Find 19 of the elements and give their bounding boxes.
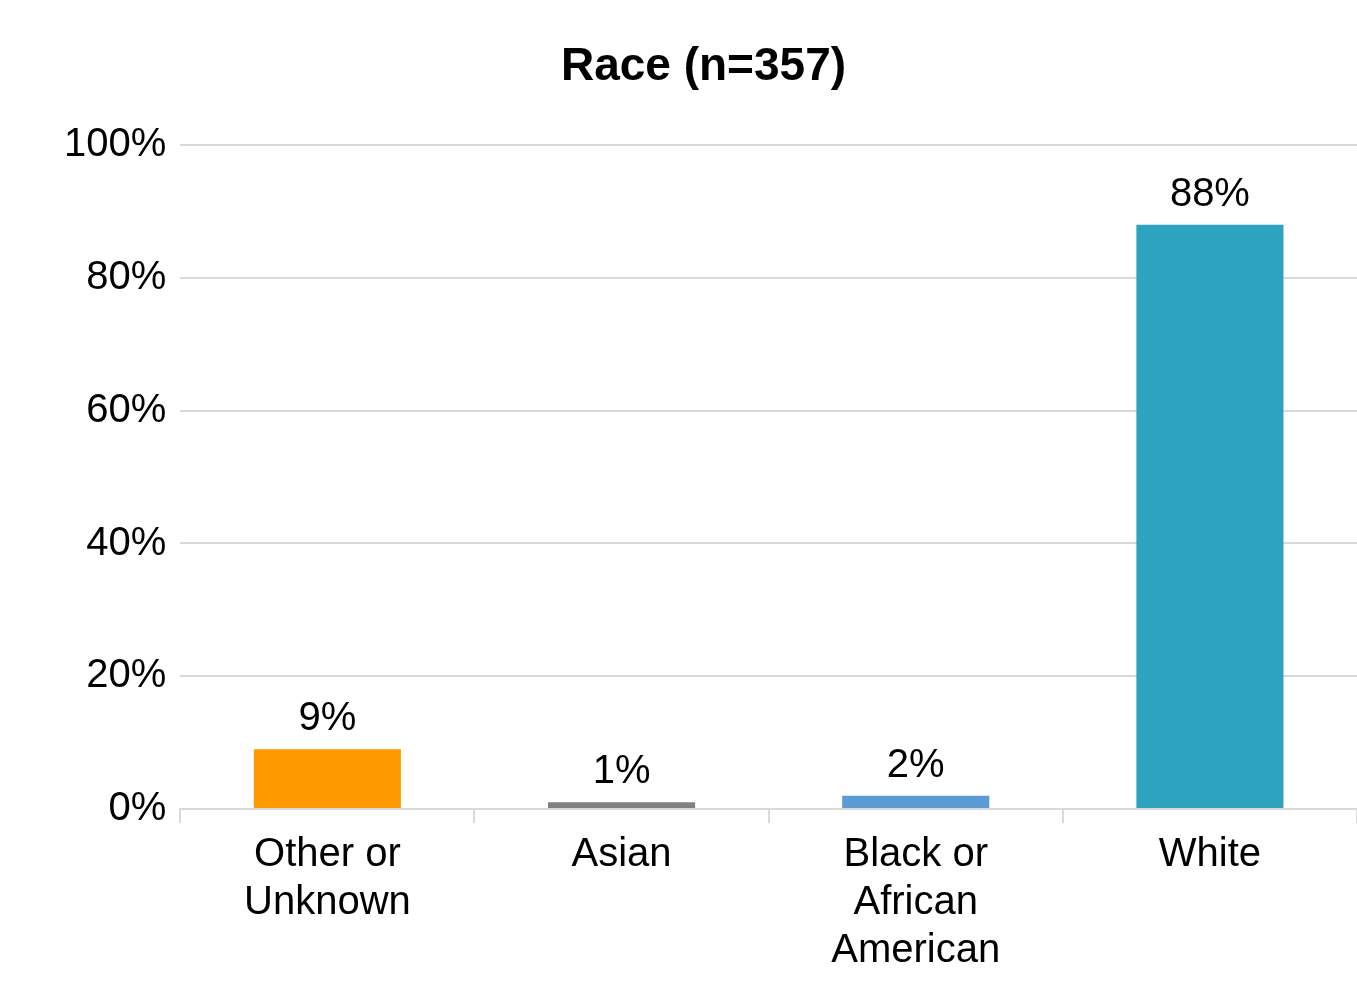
chart-title: Race (n=357) [560,38,847,91]
x-tick-label: Black or African American [831,830,1001,971]
y-tick-label: 60% [86,385,167,430]
bar [842,795,990,808]
x-tick-label: Asian [571,830,672,875]
data-label: 1% [592,747,651,792]
data-label: 88% [1169,169,1250,214]
bar [1136,224,1284,808]
x-tick-label: White [1158,830,1262,875]
y-tick-label: 20% [86,651,167,696]
data-label: 2% [886,740,945,785]
bar [548,802,696,808]
y-tick-label: 80% [86,252,167,297]
y-tick-label: 40% [86,518,167,563]
bar [253,749,401,808]
y-tick-label: 0% [108,784,167,829]
x-tick-label: Other or Unknown [244,830,411,923]
y-tick-label: 100% [63,120,167,165]
data-label: 9% [298,694,357,739]
